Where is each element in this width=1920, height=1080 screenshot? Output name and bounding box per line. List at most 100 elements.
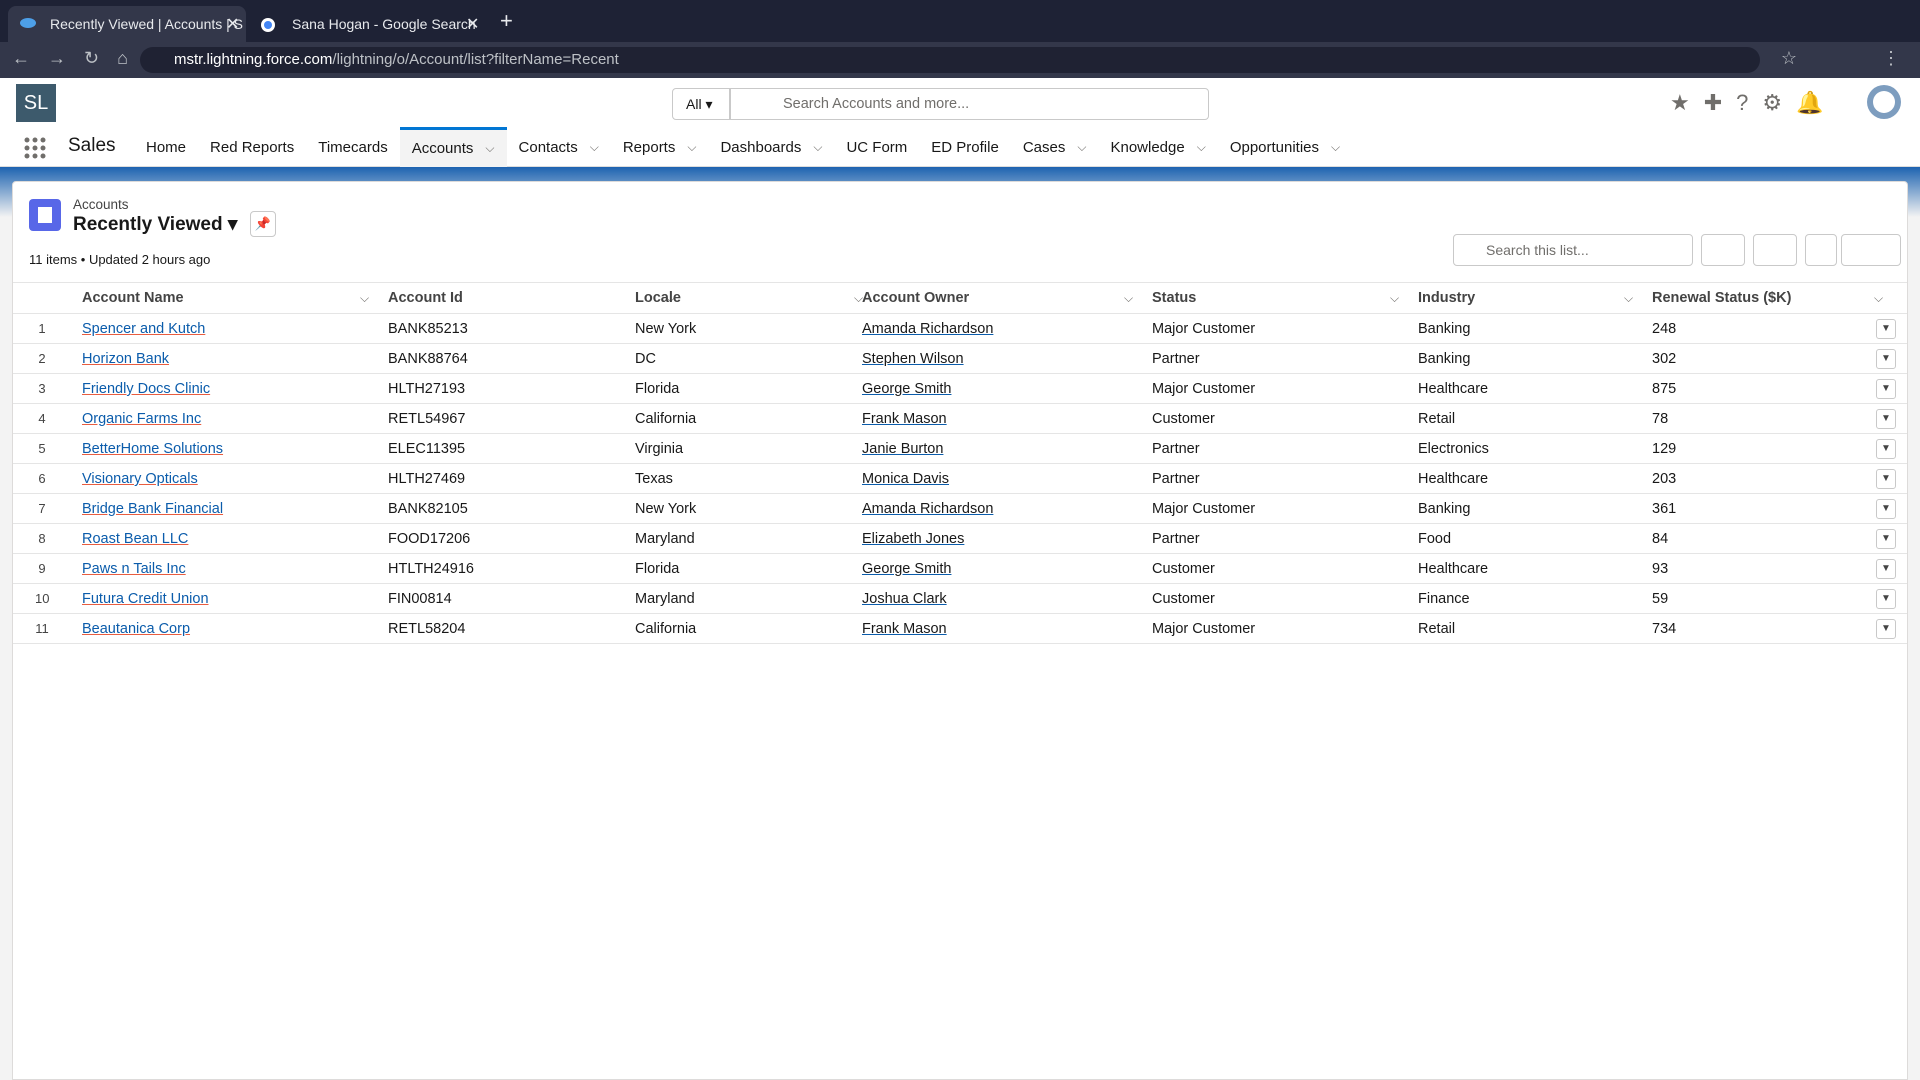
account-owner[interactable]: Elizabeth Jones xyxy=(862,531,965,547)
account-owner[interactable]: Frank Mason xyxy=(862,621,947,637)
settings-button[interactable] xyxy=(1701,234,1745,266)
nav-item[interactable]: Knowledge ⌵ xyxy=(1098,127,1217,167)
nav-buttons[interactable]: ←→↻⌂ xyxy=(12,48,146,68)
account-owner[interactable]: Amanda Richardson xyxy=(862,321,994,337)
row-divider xyxy=(13,343,1907,344)
row-actions[interactable]: ▼ xyxy=(1876,529,1896,549)
display-button[interactable] xyxy=(1753,234,1797,266)
account-owner[interactable]: George Smith xyxy=(862,381,952,397)
account-name[interactable]: Horizon Bank xyxy=(82,351,170,367)
row-actions[interactable]: ▼ xyxy=(1876,619,1896,639)
nav-item[interactable]: Dashboards ⌵ xyxy=(708,127,834,167)
account-owner[interactable]: George Smith xyxy=(862,561,952,577)
column-header[interactable]: Account Name xyxy=(82,290,184,306)
list-search[interactable]: Search this list... xyxy=(1453,234,1693,266)
nav-label: ED Profile xyxy=(931,138,999,156)
column-menu[interactable]: ⌵ xyxy=(1390,291,1400,305)
account-name[interactable]: BetterHome Solutions xyxy=(82,441,224,457)
account-owner[interactable]: Monica Davis xyxy=(862,471,950,487)
nav-item[interactable]: UC Form xyxy=(834,127,919,167)
locale: Florida xyxy=(635,381,680,397)
account-name[interactable]: Visionary Opticals xyxy=(82,471,198,487)
column-header[interactable]: Account Owner xyxy=(862,290,970,306)
app-launcher[interactable] xyxy=(24,137,46,159)
tab[interactable]: Recently Viewed | Accounts | S xyxy=(8,6,246,42)
column-menu[interactable]: ⌵ xyxy=(666,291,676,305)
nav-chevron[interactable]: ⌵ xyxy=(1331,139,1341,154)
row-actions[interactable]: ▼ xyxy=(1876,499,1896,519)
column-header[interactable]: Account Id xyxy=(388,290,463,306)
account-name[interactable]: Beautanica Corp xyxy=(82,621,191,637)
column-menu[interactable]: ⌵ xyxy=(1874,291,1884,305)
row-actions[interactable]: ▼ xyxy=(1876,589,1896,609)
new-tab[interactable]: + xyxy=(500,8,513,33)
row-number: 3 xyxy=(38,381,46,396)
tab-close[interactable]: ✕ xyxy=(466,16,480,33)
nav-item[interactable]: Reports ⌵ xyxy=(611,127,709,167)
nav-item[interactable]: Home xyxy=(134,127,198,167)
refresh-button[interactable] xyxy=(1805,234,1837,266)
avatar[interactable] xyxy=(1866,84,1902,120)
account-name[interactable]: Futura Credit Union xyxy=(82,591,209,607)
header-icons[interactable]: ★✚?⚙🔔 xyxy=(1670,90,1838,115)
renewal-status: 302 xyxy=(1652,351,1677,367)
account-name[interactable]: Organic Farms Inc xyxy=(82,411,202,427)
account-name[interactable]: Spencer and Kutch xyxy=(82,321,206,337)
url-bar[interactable]: mstr.lightning.force.com/lightning/o/Acc… xyxy=(140,47,1760,73)
logo[interactable]: SL xyxy=(16,84,56,122)
nav-item[interactable]: Red Reports xyxy=(198,127,306,167)
account-name[interactable]: Roast Bean LLC xyxy=(82,531,189,547)
nav-chevron[interactable]: ⌵ xyxy=(589,139,599,154)
row-actions[interactable]: ▼ xyxy=(1876,319,1896,339)
nav-chevron[interactable]: ⌵ xyxy=(1196,139,1206,154)
list-view-picker[interactable]: Recently Viewed ▾ xyxy=(73,214,238,235)
column-menu[interactable]: ⌵ xyxy=(360,291,370,305)
row-actions[interactable]: ▼ xyxy=(1876,559,1896,579)
locale: Virginia xyxy=(635,441,684,457)
nav-item[interactable]: Timecards xyxy=(306,127,399,167)
nav-item[interactable]: Opportunities ⌵ xyxy=(1218,127,1352,167)
account-name[interactable]: Paws n Tails Inc xyxy=(82,561,186,577)
pin-button[interactable]: 📌 xyxy=(250,211,276,237)
nav-item[interactable]: ED Profile xyxy=(919,127,1011,167)
row-actions[interactable]: ▼ xyxy=(1876,349,1896,369)
nav-item[interactable]: Accounts ⌵ xyxy=(399,127,507,167)
list-title: Recently Viewed xyxy=(73,214,223,235)
account-id: BANK82105 xyxy=(388,501,468,517)
nav-label: UC Form xyxy=(846,138,908,156)
tab[interactable]: Sana Hogan - Google Search xyxy=(250,6,488,42)
column-header[interactable]: Renewal Status ($K) xyxy=(1652,290,1792,306)
tab-close[interactable]: ✕ xyxy=(226,16,240,33)
nav-chevron[interactable]: ⌵ xyxy=(1077,139,1087,154)
search-scope[interactable]: All ▾ xyxy=(672,88,730,120)
nav-item[interactable]: Cases ⌵ xyxy=(1011,127,1099,167)
row-actions[interactable]: ▼ xyxy=(1876,409,1896,429)
column-menu[interactable]: ⌵ xyxy=(1624,291,1634,305)
global-search[interactable]: Search Accounts and more... xyxy=(730,88,1209,120)
row-actions[interactable]: ▼ xyxy=(1876,379,1896,399)
account-name[interactable]: Friendly Docs Clinic xyxy=(82,381,211,397)
account-owner[interactable]: Stephen Wilson xyxy=(862,351,964,367)
nav-chevron[interactable]: ⌵ xyxy=(485,141,495,155)
browser-menu[interactable]: ☆ ⋮ xyxy=(1780,48,1900,68)
account-name[interactable]: Bridge Bank Financial xyxy=(82,501,224,517)
column-header[interactable]: Locale xyxy=(635,290,681,306)
row-actions[interactable]: ▼ xyxy=(1876,439,1896,459)
column-menu[interactable]: ⌵ xyxy=(1124,291,1134,305)
tab-title: Recently Viewed | Accounts | S xyxy=(50,16,244,32)
row-actions[interactable]: ▼ xyxy=(1876,469,1896,489)
nav-chevron[interactable]: ⌵ xyxy=(813,139,823,154)
chart-filter-buttons[interactable] xyxy=(1841,234,1901,266)
column-header[interactable]: Industry xyxy=(1418,290,1476,306)
column-header[interactable]: Status xyxy=(1152,290,1197,306)
column-menu[interactable]: ⌵ xyxy=(854,291,864,305)
account-owner[interactable]: Janie Burton xyxy=(862,441,944,457)
nav-label: Cases xyxy=(1022,138,1066,156)
nav-chevron[interactable]: ⌵ xyxy=(687,139,697,154)
row-number: 2 xyxy=(38,351,46,366)
nav-item[interactable]: Contacts ⌵ xyxy=(507,127,611,167)
nav-label: Timecards xyxy=(318,138,388,156)
account-owner[interactable]: Amanda Richardson xyxy=(862,501,994,517)
account-owner[interactable]: Joshua Clark xyxy=(862,591,947,607)
account-owner[interactable]: Frank Mason xyxy=(862,411,947,427)
